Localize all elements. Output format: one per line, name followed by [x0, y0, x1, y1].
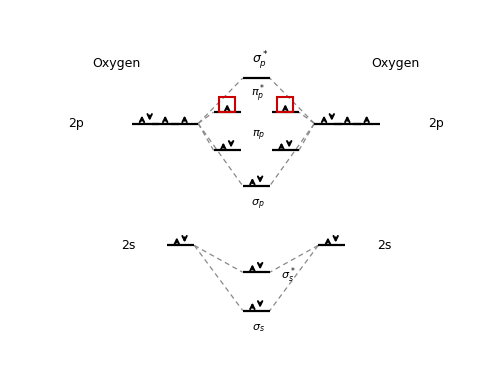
Text: 2p: 2p [428, 117, 444, 130]
Bar [219, 96, 236, 112]
Text: Oxygen: Oxygen [92, 57, 141, 71]
Text: $\pi_p^*$: $\pi_p^*$ [251, 83, 266, 105]
Text: 2s: 2s [121, 239, 136, 252]
Text: 2s: 2s [377, 239, 392, 252]
Text: $\sigma_s^*$: $\sigma_s^*$ [282, 265, 296, 285]
Text: $\sigma_p$: $\sigma_p$ [252, 197, 265, 212]
Text: $\pi_p$: $\pi_p$ [252, 129, 265, 144]
Text: Oxygen: Oxygen [372, 57, 420, 71]
Text: $\sigma_p^*$: $\sigma_p^*$ [252, 49, 268, 71]
Text: $\sigma_s$: $\sigma_s$ [252, 322, 264, 334]
Text: 2p: 2p [68, 117, 84, 130]
Bar [277, 96, 293, 112]
